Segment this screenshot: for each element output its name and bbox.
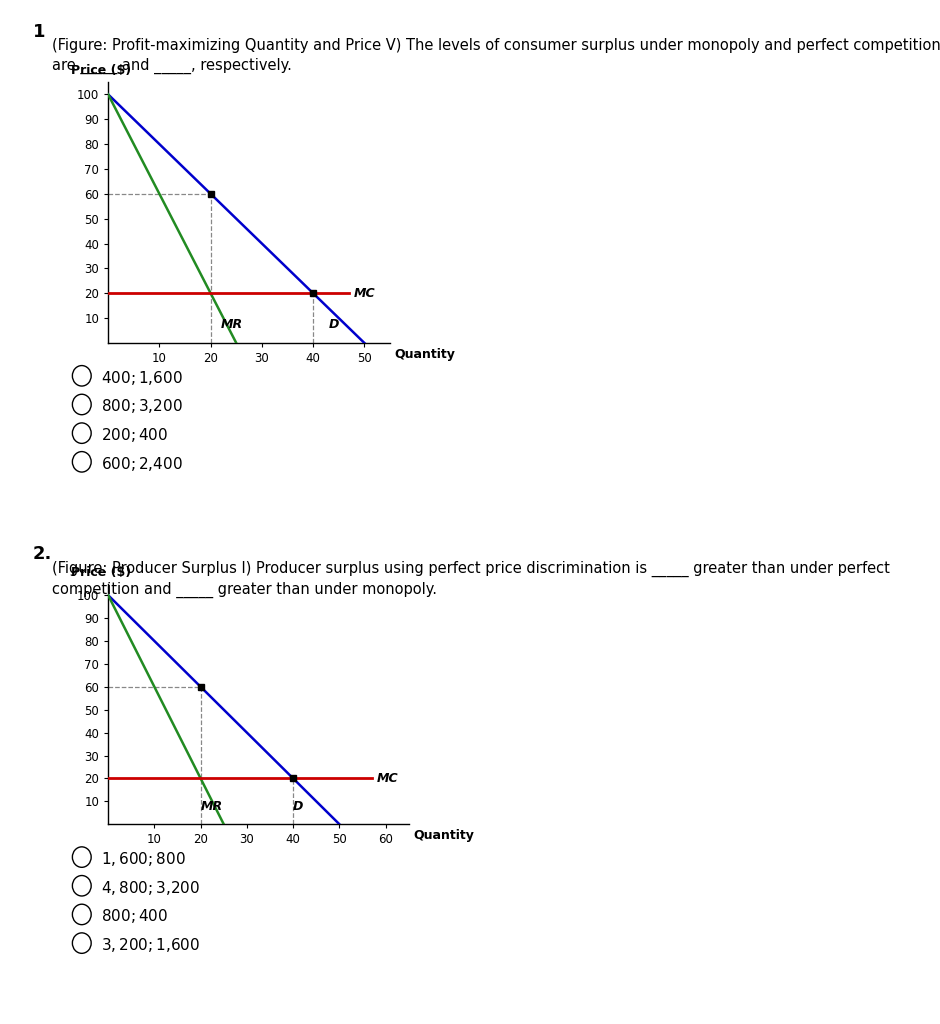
Text: $800; $3,200: $800; $3,200: [101, 397, 182, 416]
Text: 1: 1: [33, 23, 45, 41]
Text: $4,800; $3,200: $4,800; $3,200: [101, 879, 200, 897]
Text: D: D: [329, 317, 339, 331]
Text: (Figure: Profit-maximizing Quantity and Price V) The levels of consumer surplus : (Figure: Profit-maximizing Quantity and …: [52, 38, 940, 74]
Text: $3,200; $1,600: $3,200; $1,600: [101, 936, 200, 954]
Text: 2.: 2.: [33, 545, 53, 563]
Text: $600; $2,400: $600; $2,400: [101, 455, 182, 473]
Text: Quantity: Quantity: [414, 829, 475, 843]
Text: MR: MR: [200, 800, 223, 813]
Text: D: D: [293, 800, 304, 813]
Text: $400; $1,600: $400; $1,600: [101, 369, 182, 387]
Text: MC: MC: [377, 772, 399, 785]
Text: Price ($): Price ($): [70, 565, 131, 579]
Text: (Figure: Producer Surplus I) Producer surplus using perfect price discrimination: (Figure: Producer Surplus I) Producer su…: [52, 561, 889, 598]
Text: MR: MR: [221, 317, 243, 331]
Text: $800; $400: $800; $400: [101, 907, 168, 926]
Text: $1,600; $800: $1,600; $800: [101, 850, 185, 868]
Text: MC: MC: [354, 287, 376, 300]
Text: Quantity: Quantity: [395, 348, 456, 361]
Text: Price ($): Price ($): [70, 63, 131, 77]
Text: $200; $400: $200; $400: [101, 426, 168, 444]
